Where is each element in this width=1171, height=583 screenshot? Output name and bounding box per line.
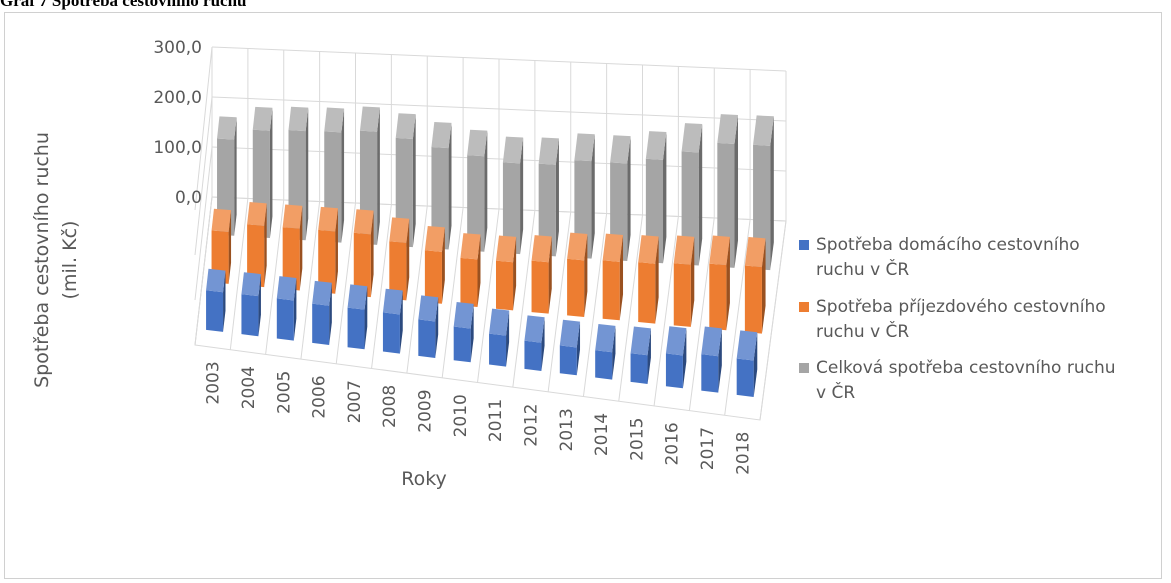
floor-line-15	[724, 219, 751, 416]
bar-0-2012	[524, 315, 545, 371]
bar-2-2011	[502, 136, 524, 255]
bar-0-2004	[241, 272, 261, 337]
bar-1-2016	[673, 235, 695, 327]
y-tick-labels: 0,0 100,0 200,0 300,0	[153, 38, 202, 208]
floor-line-13	[653, 216, 679, 407]
chart-bars	[206, 106, 774, 397]
x-tick-2013: 2013	[557, 408, 577, 451]
legend-item-1: Spotřeba příjezdového cestovního ruchu v …	[799, 297, 1106, 342]
y-tick-2: 200,0	[153, 88, 202, 108]
side-wall-gridline-2	[194, 96, 213, 256]
bar-0-2003	[206, 268, 226, 332]
bar-0-2010	[453, 302, 474, 363]
floor-line-1	[229, 198, 249, 350]
y-axis-title-line-2: (mil. Kč)	[59, 221, 81, 300]
bar-0-2011	[489, 308, 510, 367]
legend-label-1-0: Spotřeba příjezdového cestovního	[816, 297, 1106, 317]
bar-1-2012	[531, 235, 552, 314]
bar-0-2005	[276, 276, 297, 341]
bar-1-2005	[282, 204, 303, 291]
bar-0-2016	[665, 326, 687, 389]
bar-1-2017	[709, 235, 730, 331]
bar-1-2014	[602, 233, 624, 321]
x-tick-labels: 2003 2004 2005 2006 2007 2008 2009 2010 2011 2012…	[204, 361, 754, 475]
legend-label-2-1: v ČR	[816, 381, 855, 403]
bar-0-2009	[418, 295, 439, 358]
legend-label-2-0: Celková spotřeba cestovního ruchu	[816, 358, 1116, 378]
bar-2-2009	[431, 122, 452, 250]
legend-swatch-1	[799, 302, 809, 312]
bar-1-2015	[638, 235, 659, 324]
floor-line-7	[441, 207, 464, 378]
legend-label-1-1: ruchu v ČR	[816, 320, 909, 342]
floor-line-4	[335, 202, 356, 364]
x-tick-2007: 2007	[345, 380, 365, 423]
legend-label-0-1: ruchu v ČR	[816, 258, 909, 280]
bar-2-2010	[467, 129, 488, 252]
bar-0-2007	[347, 284, 368, 350]
bar-0-2018	[736, 330, 758, 397]
bar-1-2011	[495, 235, 517, 311]
chart-caption: Graf 7 Spotřeba cestovního ruchu	[0, 0, 247, 10]
legend-swatch-0	[799, 240, 809, 250]
floor-line-12	[618, 214, 643, 402]
chart-walls	[194, 46, 787, 421]
y-tick-1: 100,0	[153, 138, 202, 158]
legend-swatch-2	[799, 363, 809, 373]
bar-2-2012	[538, 137, 559, 257]
side-wall-gridline-3	[194, 46, 213, 211]
floor-line-5	[371, 204, 392, 369]
x-tick-2006: 2006	[310, 375, 330, 418]
bar-1-2010	[460, 233, 481, 308]
floor-line-8	[477, 208, 500, 383]
y-axis-title-line-1: Spotřeba cestovního ruchu	[31, 132, 53, 388]
floor-line-3	[300, 201, 321, 360]
bar-1-2004	[247, 202, 267, 288]
floor-line-14	[688, 217, 715, 411]
bar-0-2014	[595, 324, 616, 380]
x-tick-2009: 2009	[416, 389, 436, 432]
floor-line-11	[582, 213, 608, 397]
x-tick-2016: 2016	[663, 422, 683, 465]
x-tick-2008: 2008	[380, 385, 400, 428]
bar-0-2017	[701, 326, 722, 393]
bar-1-2007	[353, 209, 374, 298]
x-tick-2012: 2012	[521, 404, 541, 447]
floor-line-2	[265, 199, 285, 355]
legend-label-0-0: Spotřeba domácího cestovního	[816, 235, 1080, 255]
bar-1-2009	[424, 225, 445, 304]
legend-item-2: Celková spotřeba cestovního ruchu v ČR	[799, 358, 1116, 403]
bar-1-2006	[318, 206, 338, 294]
side-wall-gridline-1	[194, 146, 213, 301]
x-tick-2010: 2010	[451, 394, 471, 437]
y-tick-0: 0,0	[175, 188, 202, 208]
floor-line-9	[512, 210, 536, 388]
x-tick-2011: 2011	[486, 399, 506, 442]
x-tick-2018: 2018	[733, 432, 753, 475]
x-tick-2003: 2003	[204, 361, 224, 404]
bar-0-2008	[382, 288, 403, 354]
x-axis-title: Roky	[401, 468, 447, 490]
floor-line-10	[547, 211, 572, 392]
legend-item-0: Spotřeba domácího cestovního ruchu v ČR	[799, 235, 1080, 280]
floor-line-0	[194, 196, 213, 346]
bar-0-2015	[630, 326, 651, 384]
bar-0-2006	[312, 280, 332, 345]
floor-line-6	[406, 205, 428, 374]
x-tick-2015: 2015	[627, 418, 647, 461]
y-tick-3: 300,0	[153, 38, 202, 58]
floor-line-16	[759, 220, 787, 421]
bar-1-2013	[567, 232, 588, 317]
bar-1-2018	[744, 236, 766, 334]
x-tick-2017: 2017	[698, 427, 718, 470]
x-tick-2014: 2014	[592, 413, 612, 456]
x-tick-2004: 2004	[239, 366, 259, 409]
bar-1-2008	[389, 217, 410, 301]
bar-0-2013	[559, 319, 581, 376]
x-tick-2005: 2005	[274, 371, 294, 414]
